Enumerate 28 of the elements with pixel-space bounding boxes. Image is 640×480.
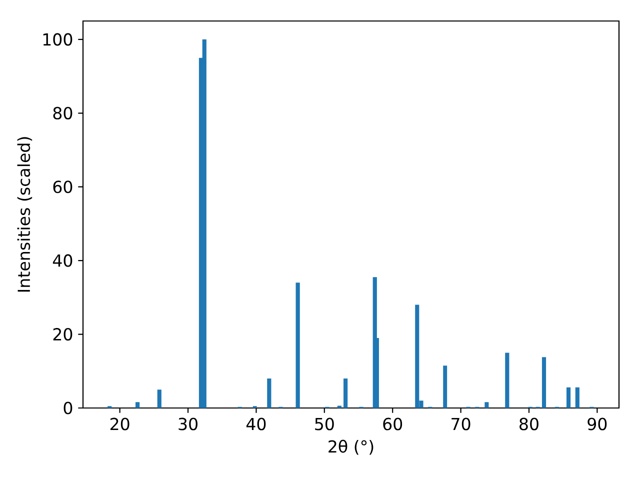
x-tick-label: 90 [588,418,607,430]
bar [505,352,510,408]
bar [296,282,300,408]
bar [542,357,546,408]
bar [566,387,571,408]
x-tick-label: 70 [452,418,470,430]
x-tick-label: 50 [315,418,334,430]
y-tick-label: 60 [53,180,72,194]
bar [157,390,162,408]
x-tick-label: 40 [246,418,266,430]
x-tick-label: 80 [520,418,538,430]
y-tick-label: 20 [53,328,72,341]
bar [267,378,272,408]
bar [202,39,206,408]
y-tick-label: 40 [52,254,72,267]
y-tick-label: 100 [43,33,72,46]
x-tick-label: 20 [110,418,130,430]
bar [575,387,580,408]
x-axis-title: 2θ (°) [328,440,374,455]
x-tick-label: 60 [383,418,402,430]
bar [484,402,489,408]
y-tick-label: 80 [53,106,72,120]
bar [344,378,348,408]
y-axis-title: Intensities (scaled) [17,137,32,292]
bar [136,402,140,408]
bar [415,304,420,408]
y-tick-label: 0 [64,402,72,414]
x-tick-label: 30 [178,418,198,430]
